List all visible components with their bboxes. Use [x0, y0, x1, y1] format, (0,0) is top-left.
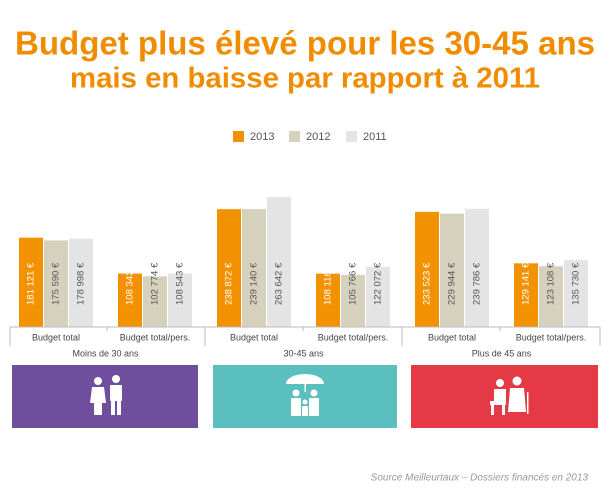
icon-couple: [90, 375, 122, 415]
group-label: 30-45 ans: [283, 348, 324, 358]
category-label: Budget total: [230, 332, 278, 342]
bar: [316, 273, 340, 327]
bar: [118, 273, 142, 327]
category-label: Budget total: [32, 332, 80, 342]
bar: [366, 266, 390, 327]
value-label: 178 998 €: [76, 262, 87, 305]
legend-swatch: [289, 131, 300, 142]
bar: [267, 197, 291, 327]
value-label: 123 108 €: [546, 262, 557, 305]
bar: [539, 266, 563, 327]
group-label: Moins de 30 ans: [72, 348, 139, 358]
value-label: 175 590 €: [51, 262, 62, 305]
chart-title: Budget plus élevé pour les 30-45 ans: [15, 25, 595, 62]
bar: [465, 208, 489, 327]
value-label: 105 766 €: [348, 262, 359, 305]
value-label: 102 774 €: [150, 262, 161, 305]
value-label: 238 872 €: [224, 262, 235, 305]
bar: [69, 238, 93, 327]
legend-label: 2013: [250, 131, 274, 143]
legend-swatch: [233, 131, 244, 142]
value-label: 233 523 €: [422, 262, 433, 305]
category-label: Budget total/pers.: [120, 332, 191, 342]
panels: [12, 365, 598, 428]
bar: [514, 263, 538, 327]
value-label: 122 072 €: [373, 262, 384, 305]
bar: [168, 273, 192, 327]
value-label: 129 141 €: [521, 262, 532, 305]
value-label: 239 140 €: [249, 262, 260, 305]
value-label: 135 730 €: [571, 262, 582, 305]
category-label: Budget total/pers.: [516, 332, 587, 342]
icon-family: [286, 374, 324, 416]
value-label: 108 543 €: [175, 262, 186, 305]
bar: [415, 211, 439, 327]
chart-subtitle: mais en baisse par rapport à 2011: [70, 63, 540, 95]
legend-label: 2011: [363, 131, 387, 143]
bar: [564, 260, 588, 327]
bar: [143, 276, 167, 327]
category-label: Budget total: [428, 332, 476, 342]
legend-swatch: [346, 131, 357, 142]
value-label: 229 944 €: [447, 262, 458, 305]
bar: [341, 274, 365, 327]
bar: [242, 209, 266, 327]
category-label: Budget total/pers.: [318, 332, 389, 342]
bar: [440, 213, 464, 327]
bar: [44, 240, 68, 327]
value-label: 108 343 €: [125, 262, 136, 305]
group-label: Plus de 45 ans: [472, 348, 532, 358]
value-label: 239 786 €: [472, 262, 483, 305]
bar: [19, 237, 43, 327]
value-label: 181 121 €: [26, 262, 37, 305]
value-label: 108 116 €: [323, 263, 334, 305]
icon-seniors: [490, 376, 529, 415]
value-label: 263 642 €: [274, 262, 285, 305]
legend-label: 2012: [306, 131, 330, 143]
source: Source Meilleurtaux – Dossiers financés …: [371, 473, 589, 484]
bar: [217, 209, 241, 327]
